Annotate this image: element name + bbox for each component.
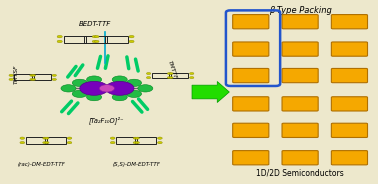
Circle shape	[167, 77, 171, 79]
FancyBboxPatch shape	[332, 68, 367, 83]
Circle shape	[105, 81, 134, 95]
Circle shape	[129, 35, 134, 38]
FancyBboxPatch shape	[233, 15, 269, 29]
Text: BEDT-TTF: BEDT-TTF	[79, 21, 111, 27]
Text: 1D/2D Semiconductors: 1D/2D Semiconductors	[256, 169, 344, 178]
Circle shape	[43, 142, 47, 144]
Circle shape	[80, 81, 108, 95]
Circle shape	[20, 137, 25, 139]
Circle shape	[72, 79, 87, 86]
Circle shape	[190, 72, 194, 75]
Circle shape	[110, 141, 115, 144]
FancyBboxPatch shape	[332, 15, 367, 29]
FancyBboxPatch shape	[332, 123, 367, 137]
Circle shape	[52, 74, 56, 76]
Circle shape	[45, 142, 49, 144]
FancyBboxPatch shape	[332, 151, 367, 165]
Circle shape	[133, 142, 137, 144]
Text: β-Type Packing: β-Type Packing	[269, 6, 332, 15]
Circle shape	[30, 74, 34, 76]
Circle shape	[67, 137, 72, 139]
Circle shape	[32, 74, 36, 76]
Circle shape	[94, 36, 99, 38]
Text: [Ta₂F₁₀O]²⁻: [Ta₂F₁₀O]²⁻	[88, 117, 124, 124]
FancyBboxPatch shape	[282, 123, 318, 137]
Circle shape	[57, 35, 62, 38]
Circle shape	[61, 85, 76, 92]
Circle shape	[112, 76, 127, 83]
FancyBboxPatch shape	[233, 42, 269, 56]
Text: (rac)-DM-EDT-TTF: (rac)-DM-EDT-TTF	[17, 162, 65, 167]
FancyBboxPatch shape	[282, 42, 318, 56]
Circle shape	[169, 77, 173, 79]
Text: TMTSF: TMTSF	[14, 65, 19, 84]
Circle shape	[110, 137, 115, 139]
Circle shape	[57, 40, 62, 43]
Circle shape	[87, 76, 102, 83]
Text: TMTTF: TMTTF	[167, 60, 177, 80]
Circle shape	[43, 137, 47, 139]
Circle shape	[87, 93, 102, 101]
Circle shape	[99, 85, 115, 92]
Circle shape	[158, 141, 162, 144]
FancyBboxPatch shape	[282, 97, 318, 111]
Circle shape	[112, 93, 127, 101]
Circle shape	[72, 90, 87, 98]
FancyBboxPatch shape	[282, 68, 318, 83]
Circle shape	[32, 79, 36, 80]
FancyBboxPatch shape	[233, 97, 269, 111]
Circle shape	[92, 40, 97, 43]
Circle shape	[190, 77, 194, 79]
Circle shape	[127, 90, 141, 98]
Circle shape	[169, 72, 173, 75]
Circle shape	[30, 79, 34, 80]
Circle shape	[146, 72, 151, 75]
FancyArrow shape	[192, 82, 229, 102]
Circle shape	[129, 40, 134, 43]
Circle shape	[158, 137, 162, 139]
Circle shape	[167, 72, 171, 75]
Circle shape	[94, 40, 99, 43]
Circle shape	[146, 77, 151, 79]
FancyBboxPatch shape	[233, 68, 269, 83]
Circle shape	[9, 78, 13, 80]
FancyBboxPatch shape	[282, 151, 318, 165]
Circle shape	[138, 85, 153, 92]
Circle shape	[20, 141, 25, 144]
Text: (S,S)-DM-EDT-TTF: (S,S)-DM-EDT-TTF	[112, 162, 160, 167]
Circle shape	[127, 79, 141, 86]
FancyBboxPatch shape	[233, 151, 269, 165]
FancyBboxPatch shape	[332, 97, 367, 111]
Circle shape	[45, 137, 49, 139]
FancyBboxPatch shape	[332, 42, 367, 56]
Circle shape	[92, 36, 97, 38]
FancyBboxPatch shape	[282, 15, 318, 29]
Circle shape	[52, 78, 56, 80]
Circle shape	[135, 137, 139, 139]
Circle shape	[67, 141, 72, 144]
Circle shape	[133, 137, 137, 139]
Circle shape	[9, 74, 13, 76]
FancyBboxPatch shape	[233, 123, 269, 137]
Circle shape	[135, 142, 139, 144]
